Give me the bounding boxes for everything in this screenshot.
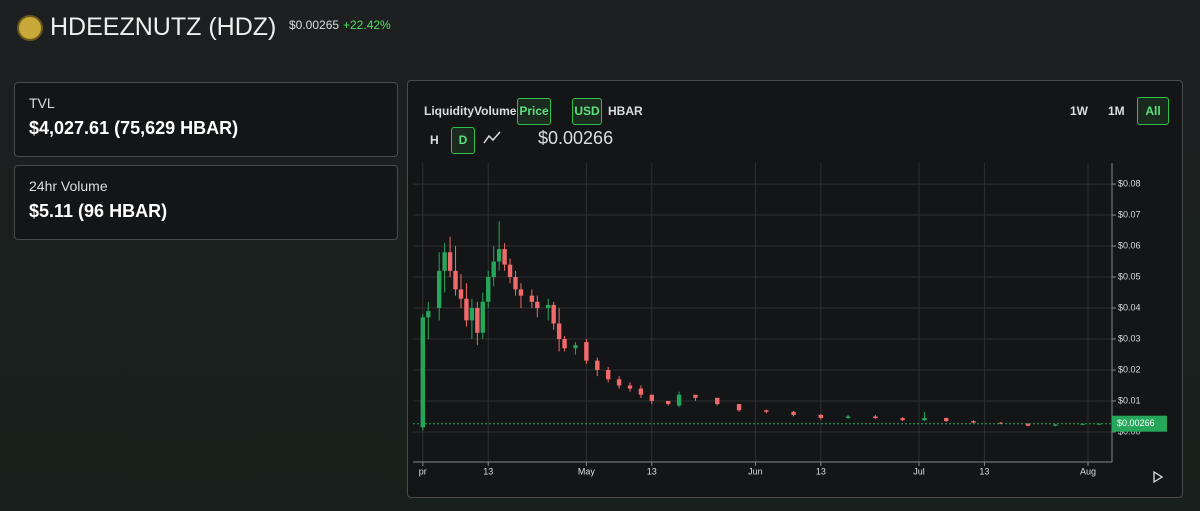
y-tick-label: $0.04: [1118, 302, 1141, 312]
candle-body: [496, 249, 502, 262]
current-price: $0.00266: [538, 128, 614, 148]
candle-body: [627, 385, 633, 389]
candle-body: [518, 289, 524, 296]
x-tick-label: May: [578, 466, 596, 476]
last-price-tag: [1112, 415, 1167, 432]
candle-body: [420, 317, 426, 428]
y-tick-label: $0.08: [1118, 178, 1141, 188]
candle-body: [616, 379, 622, 386]
currency-button[interactable]: USD: [572, 98, 602, 125]
candle-body: [971, 421, 976, 423]
candle-body: [464, 298, 469, 321]
x-tick-label: Jul: [913, 466, 925, 476]
token-title: HDEEZNUTZ (HDZ): [50, 13, 277, 41]
candle-body: [442, 252, 447, 271]
candle-body: [665, 400, 671, 405]
y-tick-label: $0.01: [1118, 395, 1141, 405]
candle-body: [764, 410, 769, 412]
candle-body: [475, 308, 480, 333]
interval-button[interactable]: D: [451, 127, 475, 154]
candle-body: [535, 301, 540, 309]
metric-button[interactable]: Liquidity: [424, 104, 474, 118]
candle-body: [480, 301, 485, 333]
candle-body: [605, 369, 611, 380]
interval-button[interactable]: H: [430, 133, 439, 147]
token-change: +22.42%: [343, 18, 391, 32]
candle-body: [873, 416, 878, 419]
x-tick-label: Aug: [1080, 466, 1096, 476]
y-tick-label: $0.02: [1118, 364, 1141, 374]
x-tick-label: 13: [483, 466, 493, 476]
candle-body: [551, 304, 556, 324]
metric-button[interactable]: Volume: [474, 104, 517, 118]
candle-body: [1025, 423, 1031, 426]
currency-button[interactable]: HBAR: [608, 104, 643, 118]
metric-button[interactable]: Price: [517, 98, 551, 125]
candle-body: [638, 388, 644, 395]
candle-body: [791, 411, 796, 415]
candle-body: [573, 345, 578, 349]
candle-body: [693, 394, 698, 398]
last-price-label: $0.00266: [1117, 418, 1155, 428]
token-icon: [17, 15, 43, 41]
y-tick-label: $0.06: [1118, 240, 1141, 250]
candle-body: [736, 404, 742, 411]
chart-panel: [407, 80, 1183, 498]
candle-body: [715, 397, 720, 405]
range-button[interactable]: All: [1137, 97, 1169, 125]
scroll-button[interactable]: [1153, 470, 1164, 484]
candle-body: [556, 323, 562, 339]
token-price: $0.00265: [289, 18, 340, 32]
card-label: TVL: [29, 95, 55, 111]
candle-body: [502, 249, 507, 265]
candle-body: [818, 414, 824, 419]
candle-body: [546, 304, 551, 309]
candle-body: [922, 418, 927, 421]
candle-body: [426, 311, 431, 318]
y-tick-label: $0.07: [1118, 209, 1141, 219]
y-tick-label: $0.03: [1118, 333, 1141, 343]
candle-body: [469, 308, 475, 321]
x-tick-label: pr: [419, 466, 427, 476]
range-button[interactable]: 1W: [1070, 104, 1088, 118]
x-tick-label: 13: [647, 466, 657, 476]
candle-body: [584, 342, 589, 361]
x-tick-label: Jun: [748, 466, 763, 476]
candle-body: [453, 270, 458, 290]
candle-body: [562, 338, 567, 349]
candle-body: [998, 422, 1003, 424]
x-tick-label: 13: [816, 466, 826, 476]
card-value: $5.11 (96 HBAR): [29, 201, 168, 221]
candle-body: [1053, 424, 1058, 426]
candle-body: [486, 277, 491, 302]
y-tick-label: $0.05: [1118, 271, 1141, 281]
volume-card: 24hr Volume $5.11 (96 HBAR): [14, 165, 398, 240]
candle-body: [458, 289, 464, 299]
candle-body: [944, 418, 949, 422]
candle-body: [676, 394, 682, 406]
candle-body: [595, 360, 600, 370]
line-style-icon[interactable]: [482, 130, 502, 146]
candle-body: [845, 416, 851, 419]
candle-body: [529, 295, 535, 302]
candle-body: [1080, 423, 1085, 425]
card-label: 24hr Volume: [29, 178, 108, 194]
candle-body: [491, 261, 496, 278]
candle-body: [649, 394, 655, 401]
candle-body: [513, 277, 518, 290]
x-tick-label: 13: [979, 466, 989, 476]
candle-body: [447, 252, 453, 271]
candle-body: [436, 270, 442, 309]
range-button[interactable]: 1M: [1108, 104, 1125, 118]
candle-body: [507, 264, 513, 278]
tvl-card: TVL $4,027.61 (75,629 HBAR): [14, 82, 398, 157]
candle-body: [900, 418, 905, 421]
card-value: $4,027.61 (75,629 HBAR): [29, 118, 239, 138]
